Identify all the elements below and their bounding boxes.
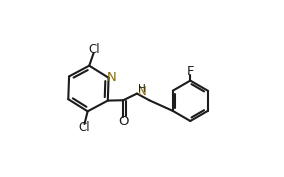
Text: F: F: [187, 65, 194, 78]
Text: H: H: [138, 84, 146, 94]
Text: N: N: [107, 71, 116, 84]
Text: O: O: [118, 115, 128, 128]
Text: Cl: Cl: [79, 121, 90, 134]
Text: Cl: Cl: [88, 43, 100, 56]
Text: N: N: [138, 85, 147, 98]
